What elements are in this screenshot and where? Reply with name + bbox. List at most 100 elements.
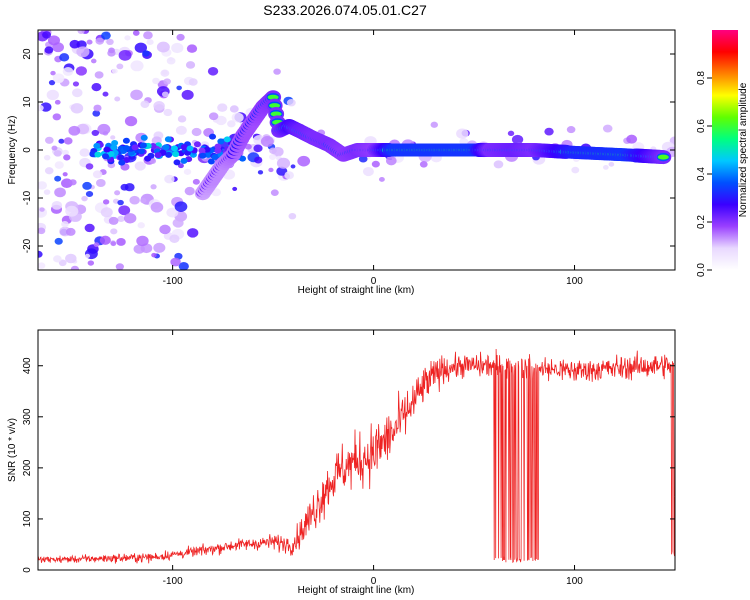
- noise-blob: [110, 228, 118, 235]
- spectrogram-y-tick-label: 10: [22, 96, 33, 108]
- spectrogram-y-tick-label: -20: [22, 238, 33, 253]
- noise-blob: [269, 154, 277, 160]
- ridge-core: [657, 154, 669, 160]
- noise-blob: [254, 156, 263, 164]
- noise-blob: [96, 178, 106, 188]
- noise-blob: [75, 66, 87, 76]
- noise-blob: [39, 207, 45, 212]
- noise-blob: [175, 125, 187, 135]
- noise-blob: [187, 228, 199, 238]
- noise-blob: [385, 156, 397, 166]
- noise-blob: [227, 120, 236, 128]
- noise-blob: [160, 69, 170, 77]
- noise-blob: [419, 161, 428, 168]
- noise-blob: [161, 91, 169, 98]
- noise-blob: [208, 112, 219, 121]
- noise-blob: [493, 160, 504, 169]
- snr-y-tick-label: 400: [22, 357, 33, 374]
- snr-panel: -100 0 100 0 100 200 300 400 Height of straigh…: [7, 329, 676, 596]
- noise-blob: [172, 218, 184, 228]
- noise-blob: [156, 41, 170, 53]
- figure-title: S233.2026.074.05.01.C27: [263, 2, 427, 18]
- clutter-blob: [89, 151, 97, 158]
- noise-blob: [140, 100, 150, 108]
- noise-blob: [59, 53, 70, 62]
- clutter-blob: [117, 154, 125, 161]
- noise-blob: [62, 172, 68, 177]
- noise-blob: [159, 224, 171, 235]
- noise-blob: [207, 66, 219, 76]
- spectrogram-x-tick-label: 0: [371, 276, 377, 287]
- clutter-blob: [199, 152, 207, 159]
- noise-blob: [152, 77, 160, 85]
- noise-blob: [130, 60, 144, 72]
- clutter-blob: [94, 151, 102, 158]
- noise-blob: [430, 121, 439, 128]
- noise-blob: [150, 184, 157, 190]
- noise-blob: [268, 167, 274, 173]
- colorbar: 0.0 0.2 0.4 0.6 0.8 Normalized spectral ampl…: [696, 30, 749, 277]
- noise-blob: [170, 257, 181, 267]
- noise-blob: [91, 82, 102, 92]
- noise-blob: [115, 263, 124, 270]
- noise-blob: [69, 179, 77, 186]
- noise-blob: [164, 174, 175, 184]
- snr-x-ticks: -100 0 100: [163, 330, 583, 587]
- noise-blob: [46, 89, 59, 101]
- colorbar-tick-label: 0.0: [696, 263, 707, 277]
- clutter-blob: [139, 142, 147, 149]
- clutter-blob: [137, 148, 145, 155]
- noise-blob: [507, 130, 515, 137]
- clutter-blob: [209, 133, 217, 140]
- noise-blob: [44, 136, 54, 144]
- noise-blob: [153, 101, 165, 111]
- noise-blob: [108, 216, 119, 225]
- noise-blob: [47, 35, 60, 46]
- noise-blob: [100, 207, 113, 218]
- noise-blob: [168, 57, 174, 62]
- noise-blob: [110, 241, 117, 247]
- spectrogram-marks: [38, 30, 675, 270]
- noise-blob: [608, 161, 615, 167]
- noise-blob: [85, 190, 94, 198]
- noise-blob: [142, 50, 150, 57]
- noise-blob: [358, 155, 368, 163]
- noise-blob: [188, 78, 198, 86]
- noise-blob: [178, 262, 189, 270]
- noise-blob: [456, 128, 469, 139]
- noise-blob: [54, 175, 62, 182]
- noise-blob: [114, 96, 121, 102]
- clutter-blob: [217, 138, 225, 145]
- clutter-blob: [186, 145, 194, 152]
- clutter-blob: [107, 150, 115, 157]
- noise-blob: [146, 39, 154, 46]
- noise-blob: [286, 99, 296, 107]
- noise-blob: [82, 181, 92, 190]
- noise-blob: [72, 81, 80, 87]
- snr-marks: [38, 348, 675, 564]
- noise-blob: [53, 255, 62, 263]
- noise-blob: [511, 134, 524, 145]
- noise-blob: [176, 85, 182, 91]
- noise-blob: [124, 183, 135, 192]
- noise-blob: [44, 167, 54, 175]
- spectrogram-x-tick-label: -100: [163, 276, 183, 287]
- noise-blob: [284, 171, 294, 180]
- noise-blob: [231, 112, 244, 123]
- noise-blob: [43, 154, 51, 161]
- noise-blob: [94, 71, 104, 79]
- noise-blob: [61, 149, 69, 156]
- spectrogram-y-tick-label: -10: [22, 190, 33, 205]
- spectrogram-x-axis-label: Height of straight line (km): [298, 285, 415, 296]
- clutter-blob: [180, 157, 188, 164]
- noise-blob: [58, 138, 65, 144]
- clutter-blob: [122, 145, 130, 152]
- noise-blob: [130, 89, 143, 101]
- noise-blob: [54, 237, 63, 245]
- noise-blob: [290, 164, 296, 169]
- noise-blob: [134, 161, 146, 171]
- snr-frame: [37, 329, 676, 571]
- spectrogram-y-ticks: -20 -10 0 10 20: [22, 48, 675, 253]
